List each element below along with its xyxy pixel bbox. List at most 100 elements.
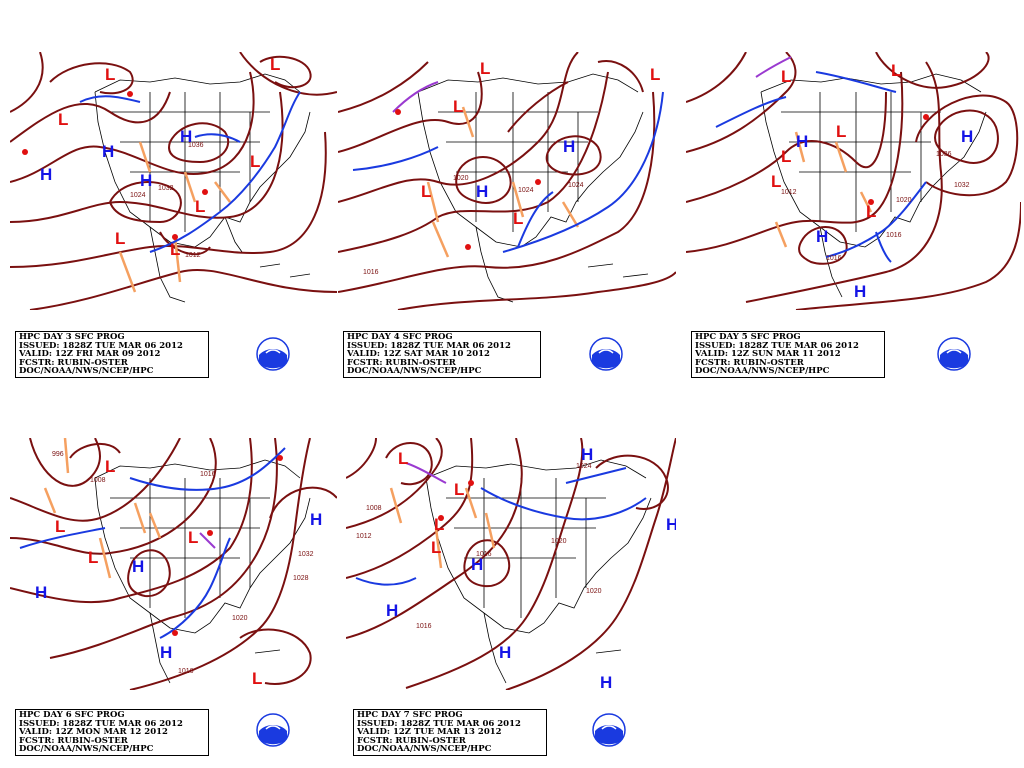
high-pressure-icon: H [961, 127, 973, 146]
caption-forecaster: FCSTR: RUBIN-OSTER [357, 735, 466, 746]
caption-valid: VALID: 12Z FRI MAR 09 2012 [19, 349, 161, 360]
low-pressure-icon: L [398, 449, 408, 468]
high-pressure-icon: H [40, 165, 52, 184]
low-pressure-icon: L [88, 548, 98, 567]
high-pressure-icon: H [35, 583, 47, 602]
high-pressure-icon: H [563, 137, 575, 156]
caption-issued: ISSUED: 1828Z TUE MAR 06 2012 [19, 340, 183, 351]
low-pressure-icon: L [453, 97, 463, 116]
caption-valid: VALID: 12Z SUN MAR 11 2012 [695, 349, 841, 360]
low-pressure-icon: L [250, 152, 260, 171]
noaa-logo-icon [589, 337, 623, 371]
high-pressure-icon: H [796, 132, 808, 151]
caption-valid: VALID: 12Z MON MAR 12 2012 [19, 727, 168, 738]
isobar-label: 1012 [781, 189, 797, 196]
low-pressure-icon: L [105, 457, 115, 476]
low-pressure-icon: L [454, 480, 464, 499]
low-pressure-icon: L [650, 65, 660, 84]
forecast-caption-day3: HPC DAY 3 SFC PROG ISSUED: 1828Z TUE MAR… [15, 331, 209, 378]
isobar-label: 1008 [366, 505, 382, 512]
surface-map-day3: H H H H L L L L L L L 1012 1032 1036 102… [10, 52, 337, 310]
low-pressure-icon: L [421, 182, 431, 201]
high-pressure-icon: H [160, 643, 172, 662]
low-pressure-icon: L [58, 110, 68, 129]
isobar-label: 1032 [158, 185, 174, 192]
isobar-label: 1020 [586, 588, 602, 595]
isobar-label: 1020 [896, 197, 912, 204]
caption-forecaster: FCSTR: RUBIN-OSTER [19, 735, 128, 746]
low-pressure-icon: L [195, 197, 205, 216]
high-pressure-icon: H [102, 142, 114, 161]
caption-agency: DOC/NOAA/NWS/NCEP/HPC [19, 744, 154, 755]
high-pressure-icon: H [310, 510, 322, 529]
isobar-label: 1016 [476, 551, 492, 558]
caption-forecaster: FCSTR: RUBIN-OSTER [695, 357, 804, 368]
high-pressure-icon: H [386, 601, 398, 620]
surface-map-day5: H H H H L L L L L L 1012 1016 1020 1016 … [686, 52, 1021, 310]
high-pressure-icon: H [180, 127, 192, 146]
isobar-label: 1020 [551, 538, 567, 545]
isobar-label: 1008 [90, 477, 106, 484]
high-pressure-icon: H [666, 515, 676, 534]
isobar-label: 1024 [130, 192, 146, 199]
caption-issued: ISSUED: 1828Z TUE MAR 06 2012 [19, 718, 183, 729]
caption-agency: DOC/NOAA/NWS/NCEP/HPC [695, 366, 830, 377]
isobar-label: 1016 [363, 269, 379, 276]
caption-agency: DOC/NOAA/NWS/NCEP/HPC [19, 366, 154, 377]
high-pressure-icon: H [471, 555, 483, 574]
isobar-label: 1020 [232, 615, 248, 622]
high-pressure-icon: H [476, 182, 488, 201]
caption-forecaster: FCSTR: RUBIN-OSTER [347, 357, 456, 368]
caption-issued: ISSUED: 1828Z TUE MAR 06 2012 [357, 718, 521, 729]
low-pressure-icon: L [434, 515, 444, 534]
low-pressure-icon: L [170, 240, 180, 259]
high-pressure-icon: H [581, 445, 593, 464]
isobar-label: 1016 [200, 471, 216, 478]
high-pressure-icon: H [499, 643, 511, 662]
forecast-caption-day5: HPC DAY 5 SFC PROG ISSUED: 1828Z TUE MAR… [691, 331, 885, 378]
caption-issued: ISSUED: 1828Z TUE MAR 06 2012 [347, 340, 511, 351]
low-pressure-icon: L [771, 172, 781, 191]
caption-issued: ISSUED: 1828Z TUE MAR 06 2012 [695, 340, 859, 351]
isobar-label: 1032 [954, 182, 970, 189]
isobar-label: 1024 [568, 182, 584, 189]
high-pressure-icon: H [854, 282, 866, 301]
low-pressure-icon: L [188, 528, 198, 547]
isobar-label: 1012 [356, 533, 372, 540]
caption-valid: VALID: 12Z TUE MAR 13 2012 [357, 727, 502, 738]
isobar-label: 1016 [178, 668, 194, 675]
low-pressure-icon: L [836, 122, 846, 141]
caption-valid: VALID: 12Z SAT MAR 10 2012 [347, 349, 490, 360]
high-pressure-icon: H [132, 557, 144, 576]
caption-title: HPC DAY 3 SFC PROG [19, 332, 125, 342]
noaa-logo-icon [256, 337, 290, 371]
low-pressure-icon: L [480, 59, 490, 78]
surface-map-day7: H H H H H H L L L L 1012 1024 1016 1020 … [346, 438, 676, 690]
caption-title: HPC DAY 5 SFC PROG [695, 332, 801, 342]
isobar-label: 1036 [936, 151, 952, 158]
low-pressure-icon: L [431, 538, 441, 557]
low-pressure-icon: L [270, 55, 280, 74]
high-pressure-icon: H [600, 673, 612, 690]
low-pressure-icon: L [513, 209, 523, 228]
isobar-label: 1016 [826, 255, 842, 262]
forecast-caption-day7: HPC DAY 7 SFC PROG ISSUED: 1828Z TUE MAR… [353, 709, 547, 756]
low-pressure-icon: L [781, 147, 791, 166]
isobar-label: 1012 [185, 252, 201, 259]
isobar-label: 1016 [886, 232, 902, 239]
low-pressure-icon: L [252, 669, 262, 688]
caption-title: HPC DAY 4 SFC PROG [347, 332, 453, 342]
noaa-logo-icon [937, 337, 971, 371]
isobar-label: 1024 [518, 187, 534, 194]
caption-forecaster: FCSTR: RUBIN-OSTER [19, 357, 128, 368]
noaa-logo-icon [256, 713, 290, 747]
isobar-label: 1016 [416, 623, 432, 630]
isobar-label: 1020 [453, 175, 469, 182]
low-pressure-icon: L [55, 517, 65, 536]
low-pressure-icon: L [891, 61, 901, 80]
caption-title: HPC DAY 6 SFC PROG [19, 710, 125, 720]
forecast-caption-day4: HPC DAY 4 SFC PROG ISSUED: 1828Z TUE MAR… [343, 331, 541, 378]
low-pressure-icon: L [115, 229, 125, 248]
isobar-label: 996 [52, 451, 64, 458]
surface-map-day6: H H H H L L L L L 996 1016 1008 1032 102… [10, 438, 337, 690]
